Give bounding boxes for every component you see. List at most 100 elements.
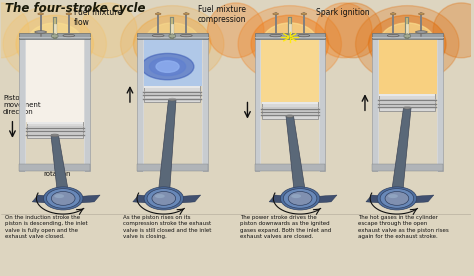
Ellipse shape [141,54,194,80]
Bar [255,164,325,171]
Ellipse shape [63,34,75,37]
FancyBboxPatch shape [144,86,201,102]
Ellipse shape [356,6,459,83]
Ellipse shape [155,13,161,15]
Bar [137,33,208,39]
Polygon shape [133,195,167,204]
Ellipse shape [301,13,307,15]
Circle shape [380,189,414,208]
Ellipse shape [168,98,176,101]
Text: Piston
movement
direction: Piston movement direction [3,95,41,115]
Text: Spark ignition: Spark ignition [316,7,369,17]
Bar [372,39,378,171]
Text: As the piston rises on its
compression stroke the exhaust
valve is still closed : As the piston rises on its compression s… [123,215,211,239]
Circle shape [152,192,176,205]
Ellipse shape [433,3,474,58]
Ellipse shape [16,15,93,73]
Bar [143,39,202,86]
Polygon shape [63,195,100,204]
Circle shape [51,192,75,205]
Ellipse shape [387,34,399,37]
Circle shape [44,187,83,210]
Ellipse shape [273,13,279,15]
Polygon shape [158,100,176,194]
Polygon shape [169,34,175,38]
FancyBboxPatch shape [27,121,83,138]
Circle shape [144,187,183,210]
Circle shape [385,192,409,205]
Bar [202,39,208,171]
FancyBboxPatch shape [144,86,201,88]
Ellipse shape [149,57,186,76]
Circle shape [288,192,312,205]
FancyBboxPatch shape [262,102,318,119]
Circle shape [377,187,417,210]
Text: On the induction stroke the
piston is descending, the inlet
valve is fully open : On the induction stroke the piston is de… [5,215,88,239]
Bar [25,39,84,121]
Ellipse shape [55,194,64,198]
FancyBboxPatch shape [379,94,436,96]
Ellipse shape [403,107,411,109]
Ellipse shape [325,3,382,58]
Text: Fuel mixture
flow: Fuel mixture flow [73,7,121,27]
Bar [255,39,260,171]
Ellipse shape [0,3,29,58]
Polygon shape [366,195,401,204]
Ellipse shape [81,3,137,58]
Ellipse shape [208,3,264,58]
Polygon shape [164,195,201,204]
Ellipse shape [181,34,192,37]
Bar [378,39,437,94]
Ellipse shape [183,13,189,15]
Polygon shape [300,195,337,204]
Ellipse shape [152,34,164,37]
Ellipse shape [291,194,301,198]
Ellipse shape [134,15,211,73]
Text: The hot gases in the cylinder
escape through the open
exhaust valve as the pisto: The hot gases in the cylinder escape thr… [358,215,449,239]
Ellipse shape [286,115,293,117]
Bar [319,39,325,171]
Polygon shape [269,195,304,204]
Bar [19,164,90,171]
Ellipse shape [3,6,107,83]
Bar [137,39,143,171]
Bar [372,33,443,39]
Polygon shape [286,116,306,194]
Bar [19,39,25,171]
Ellipse shape [27,23,83,65]
Bar [260,39,319,102]
Ellipse shape [419,13,424,15]
Bar [84,39,90,171]
FancyBboxPatch shape [262,102,318,105]
Text: Crankshaft
rotation: Crankshaft rotation [43,164,81,177]
Ellipse shape [379,23,436,65]
Ellipse shape [298,34,310,37]
Polygon shape [32,195,67,204]
Ellipse shape [120,6,224,83]
Ellipse shape [270,34,282,37]
Bar [372,164,443,171]
Polygon shape [51,135,69,194]
Text: Fuel mixture
compression: Fuel mixture compression [198,5,246,24]
Ellipse shape [416,31,427,33]
Ellipse shape [261,23,318,65]
Polygon shape [286,34,293,38]
Ellipse shape [51,134,58,137]
Circle shape [280,187,320,210]
Ellipse shape [388,194,398,198]
Ellipse shape [35,31,46,33]
Bar [437,39,443,171]
Bar [19,33,90,39]
Ellipse shape [38,13,44,15]
Polygon shape [404,34,410,38]
Ellipse shape [251,15,328,73]
Ellipse shape [391,13,396,15]
Ellipse shape [144,23,201,65]
Text: The power stroke drives the
piston downwards as the ignited
gases expand. Both t: The power stroke drives the piston downw… [240,215,332,239]
Circle shape [147,189,181,208]
Bar [255,33,325,39]
Ellipse shape [316,3,372,58]
FancyBboxPatch shape [379,94,436,111]
Text: The four-stroke cycle: The four-stroke cycle [5,2,146,15]
Ellipse shape [66,13,72,15]
